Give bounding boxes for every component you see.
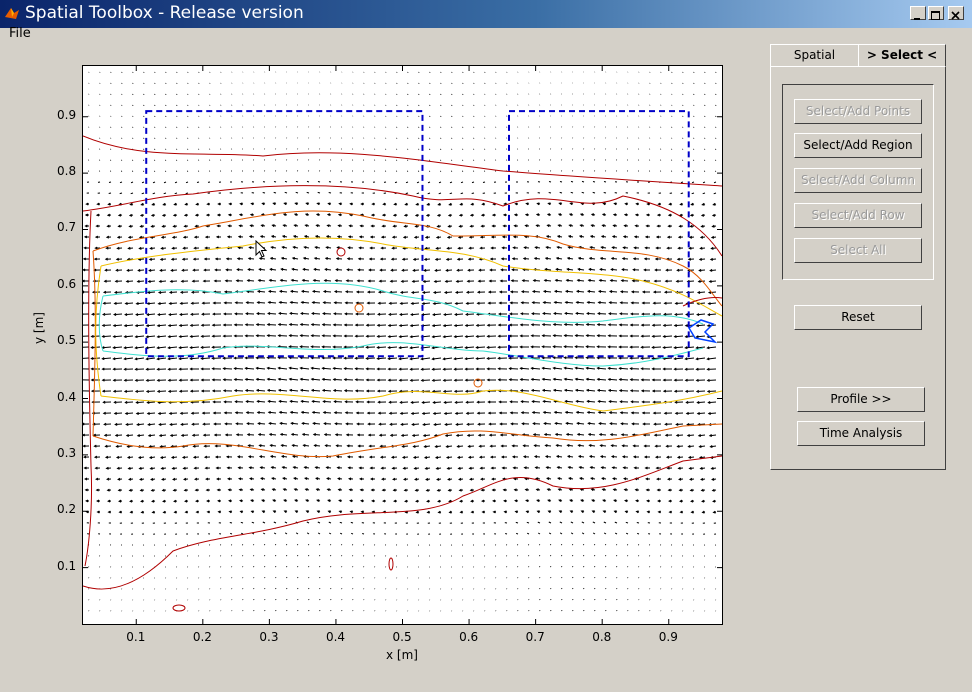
y-tick-label: 0.3	[57, 445, 77, 460]
contour-line	[83, 135, 722, 187]
maximize-button[interactable]	[928, 6, 944, 20]
select-tab-panel	[770, 66, 946, 470]
contour-line	[100, 389, 722, 412]
matlab-icon	[5, 8, 19, 19]
contour-line	[172, 604, 186, 612]
menu-bar: File	[0, 26, 972, 44]
minimize-button[interactable]	[910, 6, 926, 20]
close-button[interactable]	[948, 6, 964, 20]
select-add-region-button[interactable]: Select/Add Region	[794, 133, 922, 158]
quiver-arrows	[83, 71, 717, 612]
selection-group	[782, 84, 934, 280]
y-tick-label: 0.4	[57, 389, 77, 404]
x-tick-label: 0.2	[192, 630, 212, 644]
x-tick-label: 0.7	[525, 630, 545, 644]
contour-line	[84, 210, 93, 567]
y-tick-label: 0.5	[57, 333, 77, 348]
x-tick-label: 0.8	[592, 630, 612, 644]
contour-line	[682, 297, 722, 307]
select-add-column-button[interactable]: Select/Add Column	[794, 168, 922, 193]
contour-line	[473, 378, 483, 388]
contour-line	[100, 237, 722, 317]
window-title: Spatial Toolbox - Release version	[25, 3, 304, 23]
select-add-points-button[interactable]: Select/Add Points	[794, 99, 922, 124]
menu-file[interactable]: File	[9, 26, 31, 41]
contour-line	[354, 303, 364, 313]
tab-select[interactable]: > Select <	[858, 44, 946, 67]
contour-line	[83, 185, 722, 257]
y-tick-label: 0.2	[57, 502, 77, 517]
x-tick-label: 0.3	[259, 630, 279, 644]
x-tick-label: 0.9	[658, 630, 678, 644]
contour-line	[92, 423, 722, 458]
y-tick-label: 0.8	[57, 164, 77, 179]
tab-spatial[interactable]: Spatial	[770, 44, 859, 67]
selected-region-2	[508, 110, 690, 358]
contour-line	[102, 282, 704, 325]
close-icon	[951, 11, 960, 20]
tick-marks	[83, 66, 722, 624]
minimize-icon	[914, 18, 920, 20]
selected-region-1	[145, 110, 424, 358]
contour-line	[102, 342, 704, 367]
reset-button[interactable]: Reset	[794, 305, 922, 330]
y-axis-label: y [m]	[32, 312, 46, 344]
contour-line	[92, 210, 722, 307]
contour-line	[83, 455, 722, 590]
y-tick-label: 0.6	[57, 276, 77, 291]
contour-line	[388, 557, 394, 571]
contour-line	[92, 250, 96, 437]
y-tick-label: 0.1	[57, 558, 77, 573]
contour-line	[95, 265, 102, 397]
contour-quiver-plot	[83, 66, 722, 624]
profile-button[interactable]: Profile >>	[797, 387, 925, 412]
x-tick-label: 0.5	[392, 630, 412, 644]
title-bar: Spatial Toolbox - Release version	[0, 0, 972, 28]
plot-axes[interactable]	[82, 65, 723, 625]
select-add-row-button[interactable]: Select/Add Row	[794, 203, 922, 228]
x-axis-label: x [m]	[386, 648, 418, 662]
x-tick-label: 0.1	[126, 630, 146, 644]
y-tick-label: 0.9	[57, 107, 77, 122]
x-tick-label: 0.4	[325, 630, 346, 644]
time-analysis-button[interactable]: Time Analysis	[797, 421, 925, 446]
x-tick-label: 0.6	[459, 630, 479, 644]
mouse-cursor-icon	[255, 240, 268, 258]
maximize-icon	[931, 11, 940, 20]
contour-line	[336, 247, 346, 257]
select-all-button[interactable]: Select All	[794, 238, 922, 263]
contour-line	[687, 319, 718, 344]
y-tick-label: 0.7	[57, 220, 77, 235]
contour-line	[98, 295, 104, 352]
